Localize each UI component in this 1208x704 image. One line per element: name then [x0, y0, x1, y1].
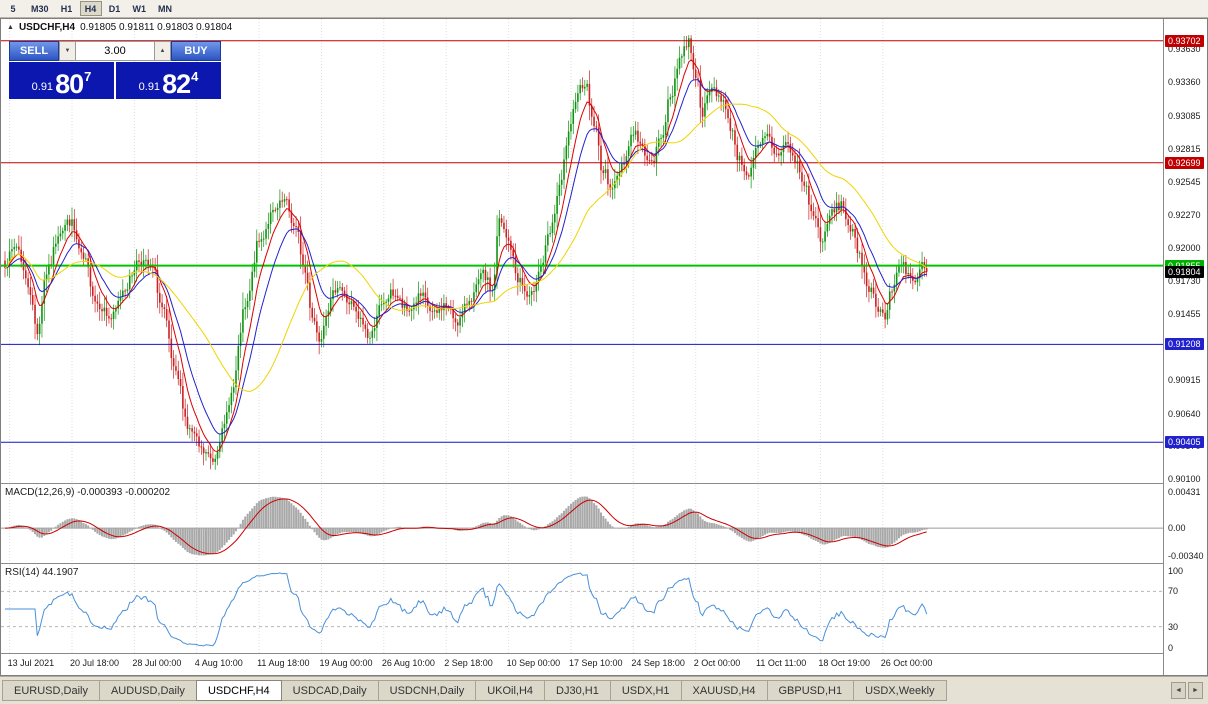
tab-usdchf-h4[interactable]: USDCHF,H4: [195, 680, 282, 701]
tab-audusd-daily[interactable]: AUDUSD,Daily: [98, 680, 197, 701]
tab-gbpusd-h1[interactable]: GBPUSD,H1: [766, 680, 855, 701]
tab-usdx-weekly[interactable]: USDX,Weekly: [853, 680, 947, 701]
time-axis-label: 11 Aug 18:00: [257, 658, 310, 668]
rsi-axis-tick: 30: [1168, 621, 1179, 632]
pane-separator: [1, 653, 1207, 654]
volume-input[interactable]: [76, 41, 154, 61]
macd-axis-tick: -0.00340: [1168, 551, 1204, 562]
timeframe-m30[interactable]: M30: [31, 3, 49, 14]
time-axis-label: 19 Aug 00:00: [319, 658, 373, 668]
time-axis-label: 2 Sep 18:00: [444, 658, 493, 668]
price-tick: 0.93630: [1168, 44, 1201, 55]
buy-price-display[interactable]: 0.91 82 4: [116, 62, 221, 99]
price-tick: 0.92270: [1168, 210, 1201, 221]
chart-title: ▲ USDCHF,H4 0.91805 0.91811 0.91803 0.91…: [7, 22, 232, 33]
time-axis-label: 26 Oct 00:00: [880, 658, 933, 668]
price-tick: 0.92815: [1168, 143, 1201, 154]
sell-price-display[interactable]: 0.91 80 7: [9, 62, 114, 99]
price-tick: 0.90640: [1168, 408, 1201, 419]
pane-separator[interactable]: [1, 483, 1207, 484]
tabs-scroll-left-button[interactable]: ◄: [1171, 682, 1186, 699]
price-tick: 0.90100: [1168, 474, 1201, 485]
time-axis-label: 20 Jul 18:00: [69, 658, 120, 668]
rsi-label: RSI(14) 44.1907: [5, 567, 79, 578]
buy-price-sup: 4: [191, 69, 199, 84]
time-axis[interactable]: 13 Jul 2021 20 Jul 18:00 28 Jul 00:00 4 Aug…: [1, 655, 1163, 675]
tabs-scroll-right-icon: ►: [1192, 687, 1199, 694]
sell-button[interactable]: SELL: [9, 41, 59, 61]
price-tick: 0.92545: [1168, 176, 1201, 187]
volume-increase-button[interactable]: ▲: [154, 41, 171, 61]
tabs-scroll-left-icon: ◄: [1175, 687, 1182, 694]
timeframe-h4[interactable]: H4: [79, 1, 102, 16]
time-axis-label: 13 Jul 2021: [7, 658, 55, 668]
rsi-pane[interactable]: RSI(14) 44.1907: [1, 565, 1163, 653]
price-tick: 0.91455: [1168, 309, 1201, 320]
chart-ohlc-values: 0.91805 0.91811 0.91803 0.91804: [80, 22, 233, 33]
pane-separator[interactable]: [1, 563, 1207, 564]
tabs-scroll-right-button[interactable]: ►: [1188, 682, 1203, 699]
timeframe-5[interactable]: 5: [10, 3, 16, 14]
price-tick: 0.91730: [1168, 275, 1201, 286]
chart-tabs: EURUSD,Daily AUDUSD,Daily USDCHF,H4 USDCAD,…: [0, 677, 947, 704]
macd-label: MACD(12,26,9) -0.000393 -0.000202: [5, 487, 171, 498]
rsi-axis-tick: 100: [1168, 566, 1184, 576]
volume-decrease-button[interactable]: ▼: [59, 41, 76, 61]
time-axis-label: 26 Aug 10:00: [381, 658, 435, 668]
timeframe-d1[interactable]: D1: [108, 3, 121, 14]
price-level-badge: 0.90405: [1165, 436, 1204, 449]
tab-usdx-h1[interactable]: USDX,H1: [609, 680, 682, 701]
time-axis-label: 2 Oct 00:00: [693, 658, 741, 668]
time-axis-label: 28 Jul 00:00: [132, 658, 182, 668]
tab-eurusd-daily[interactable]: EURUSD,Daily: [2, 680, 100, 701]
timeframe-mn[interactable]: MN: [158, 3, 173, 14]
time-axis-label: 11 Oct 11:00: [756, 658, 807, 668]
timeframe-h1[interactable]: H1: [60, 3, 73, 14]
price-tick: 0.93085: [1168, 110, 1201, 121]
price-chart-pane[interactable]: [1, 19, 1163, 483]
macd-axis-tick: 0.00431: [1168, 487, 1201, 498]
tab-usdcad-daily[interactable]: USDCAD,Daily: [280, 680, 379, 701]
time-axis-label: 4 Aug 10:00: [194, 658, 243, 668]
tab-xauusd-h4[interactable]: XAUUSD,H4: [680, 680, 768, 701]
price-tick: 0.90915: [1168, 375, 1201, 386]
tab-dj30-h1[interactable]: DJ30,H1: [544, 680, 611, 701]
buy-price-prefix: 0.91: [138, 81, 161, 93]
time-axis-label: 18 Oct 19:00: [818, 658, 870, 668]
sell-price-sup: 7: [84, 69, 92, 84]
price-tick: 0.93360: [1168, 77, 1201, 88]
price-axis[interactable]: 0.93630 0.93360 0.93085 0.92815 0.92545 0.922…: [1163, 19, 1207, 675]
price-level-badge: 0.93702: [1165, 34, 1204, 47]
rsi-axis-tick: 70: [1168, 586, 1179, 597]
tab-ukoil-h4[interactable]: UKOil,H4: [475, 680, 546, 701]
price-level-badge: 0.91804: [1165, 265, 1204, 278]
collapse-trade-panel-icon[interactable]: ▲: [7, 24, 14, 31]
buy-price-big: 82: [162, 69, 191, 99]
time-axis-label: 10 Sep 00:00: [506, 658, 561, 668]
chart-window: ▲ USDCHF,H4 0.91805 0.91811 0.91803 0.91…: [0, 18, 1208, 676]
sell-price-prefix: 0.91: [31, 81, 54, 93]
price-level-badge: 0.92699: [1165, 156, 1204, 169]
spin-down-icon: ▼: [64, 48, 71, 54]
chart-tabs-bar: EURUSD,Daily AUDUSD,Daily USDCHF,H4 USDCAD,…: [0, 676, 1208, 704]
rsi-axis-tick: 0: [1168, 643, 1174, 653]
time-axis-label: 24 Sep 18:00: [631, 658, 685, 668]
spin-up-icon: ▲: [159, 48, 166, 54]
sell-price-big: 80: [55, 69, 84, 99]
chart-symbol-label: USDCHF,H4: [18, 22, 76, 33]
macd-pane[interactable]: MACD(12,26,9) -0.000393 -0.000202: [1, 485, 1163, 563]
timeframe-toolbar: 5 M30 H1 H4 D1 W1 MN: [0, 0, 1208, 18]
timeframe-w1[interactable]: W1: [132, 3, 147, 14]
price-tick: 0.92000: [1168, 242, 1201, 253]
time-axis-label: 17 Sep 10:00: [568, 658, 623, 668]
price-level-badge: 0.91208: [1165, 338, 1204, 351]
macd-axis-tick: 0.00: [1168, 523, 1186, 534]
tab-usdcnh-daily[interactable]: USDCNH,Daily: [377, 680, 477, 701]
buy-button[interactable]: BUY: [171, 41, 221, 61]
